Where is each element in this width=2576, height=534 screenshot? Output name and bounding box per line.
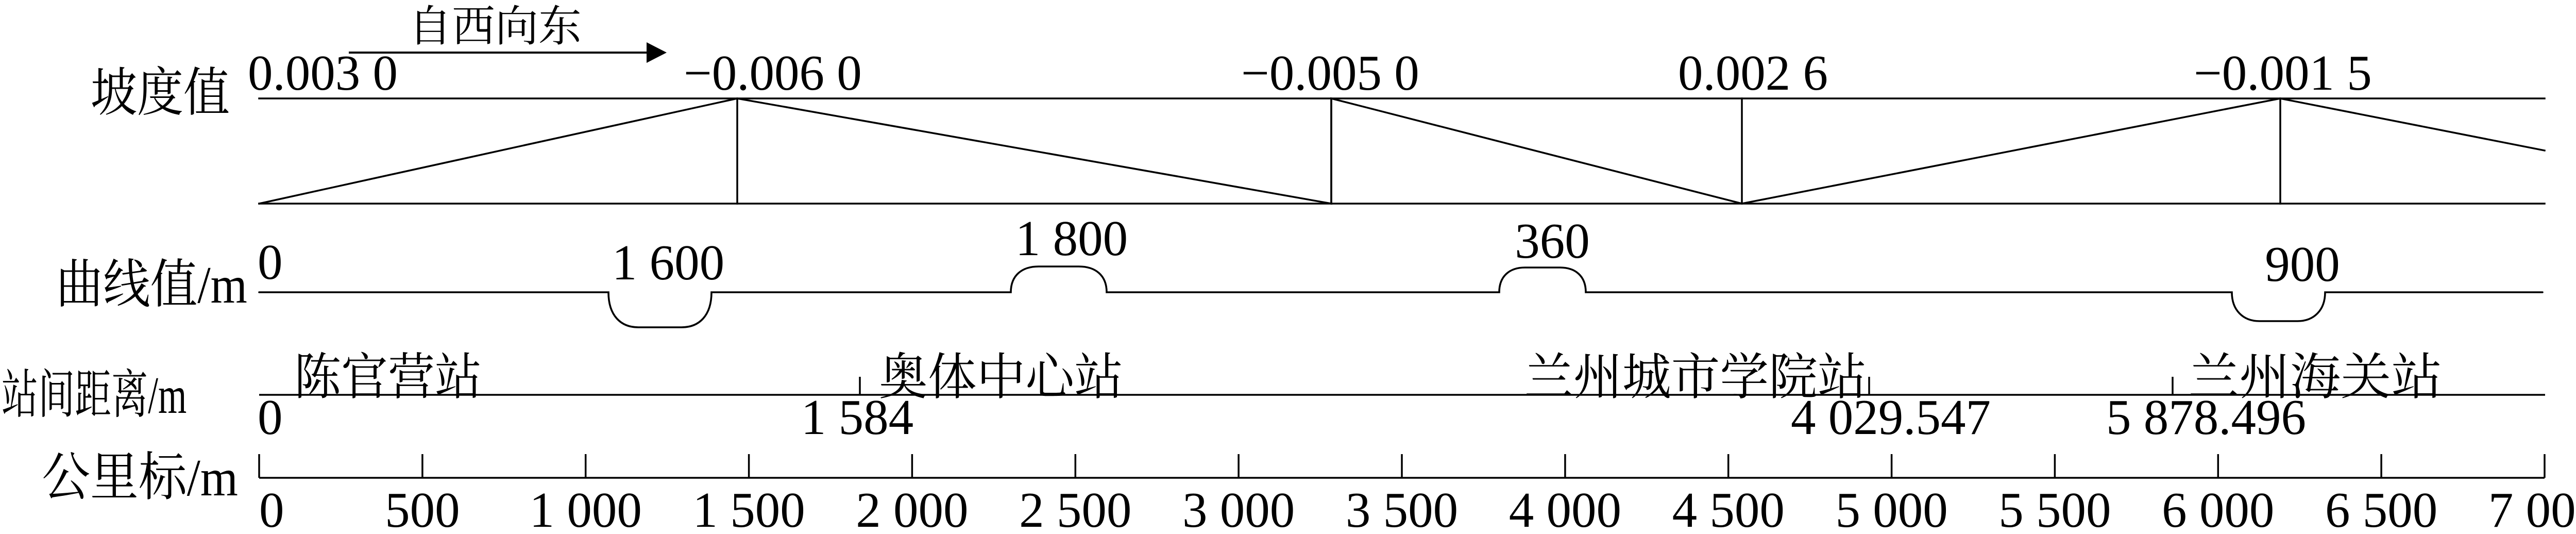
svg-text:2 000: 2 000	[856, 482, 968, 534]
svg-text:1 584: 1 584	[801, 390, 913, 445]
svg-text:陈官营站: 陈官营站	[294, 350, 482, 405]
svg-text:−0.005 0: −0.005 0	[1241, 45, 1419, 101]
svg-text:3 500: 3 500	[1346, 482, 1458, 534]
svg-text:自西向东: 自西向东	[409, 3, 582, 51]
svg-text:5 500: 5 500	[1998, 482, 2111, 534]
svg-text:6 500: 6 500	[2325, 482, 2437, 534]
svg-text:1 600: 1 600	[612, 235, 724, 290]
svg-text:1 000: 1 000	[530, 482, 642, 534]
svg-text:500: 500	[385, 482, 460, 534]
svg-text:1 500: 1 500	[692, 482, 805, 534]
svg-text:−0.006 0: −0.006 0	[684, 45, 862, 101]
svg-text:−0.001 5: −0.001 5	[2194, 45, 2372, 101]
svg-text:0.003 0: 0.003 0	[248, 45, 398, 101]
svg-text:1 800: 1 800	[1015, 211, 1128, 266]
svg-text:2 500: 2 500	[1019, 482, 1131, 534]
svg-text:4 029.547: 4 029.547	[1791, 390, 1991, 445]
svg-text:0: 0	[259, 482, 284, 534]
svg-text:5 878.496: 5 878.496	[2106, 390, 2306, 445]
svg-text:4 500: 4 500	[1672, 482, 1785, 534]
svg-text:4 000: 4 000	[1509, 482, 1621, 534]
svg-text:5 000: 5 000	[1835, 482, 1947, 534]
svg-text:360: 360	[1515, 213, 1590, 269]
svg-text:900: 900	[2265, 237, 2340, 292]
svg-text:7 000: 7 000	[2488, 482, 2576, 534]
svg-text:0: 0	[258, 390, 283, 445]
svg-text:奥体中心站: 奥体中心站	[879, 350, 1123, 405]
svg-text:公里标/m: 公里标/m	[42, 449, 238, 507]
svg-text:曲线值/m: 曲线值/m	[56, 256, 247, 314]
svg-text:站间距离/m: 站间距离/m	[2, 366, 187, 425]
svg-text:坡度值: 坡度值	[91, 64, 230, 123]
svg-text:0: 0	[258, 235, 283, 290]
svg-text:3 000: 3 000	[1182, 482, 1295, 534]
svg-text:0.002 6: 0.002 6	[1678, 45, 1828, 101]
svg-text:6 000: 6 000	[2162, 482, 2274, 534]
